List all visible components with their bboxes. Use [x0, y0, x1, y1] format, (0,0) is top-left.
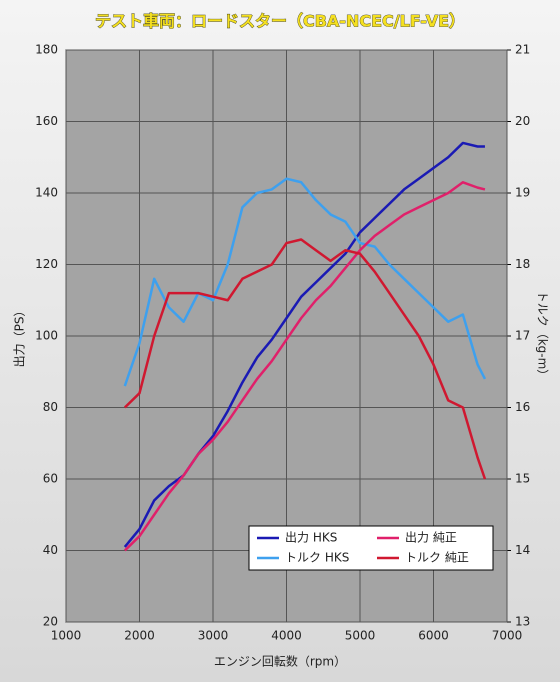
y2-tick-label: 13 — [515, 615, 530, 629]
y2-tick-label: 17 — [515, 329, 530, 343]
y-tick-label: 100 — [35, 329, 58, 343]
y2-tick-label: 19 — [515, 186, 530, 200]
x-tick-label: 6000 — [418, 629, 449, 643]
legend-label: トルク 純正 — [405, 551, 469, 565]
x-tick-label: 4000 — [271, 629, 302, 643]
y2-tick-label: 20 — [515, 114, 530, 128]
x-axis-label: エンジン回転数（rpm） — [214, 654, 346, 669]
y-axis-label: 出力（PS） — [13, 305, 27, 368]
y-tick-label: 120 — [35, 257, 58, 271]
legend-label: 出力 純正 — [405, 531, 457, 545]
y-tick-label: 180 — [35, 43, 58, 57]
legend-label: 出力 HKS — [285, 531, 337, 545]
x-tick-label: 2000 — [124, 629, 155, 643]
x-tick-label: 7000 — [492, 629, 523, 643]
y-tick-label: 140 — [35, 186, 58, 200]
y-tick-label: 160 — [35, 114, 58, 128]
y2-tick-label: 14 — [515, 543, 530, 557]
legend-label: トルク HKS — [285, 551, 349, 565]
x-tick-label: 5000 — [345, 629, 376, 643]
y2-tick-label: 21 — [515, 43, 530, 57]
series-line — [123, 177, 487, 387]
chart-title: テスト車両：ロードスター（CBA-NCEC/LF-VE） — [95, 12, 465, 31]
legend-box — [248, 525, 494, 571]
y-tick-label: 40 — [43, 543, 58, 557]
y2-tick-label: 18 — [515, 257, 530, 271]
y-tick-label: 80 — [43, 400, 58, 414]
series-line — [123, 181, 486, 552]
y2-axis-label: トルク（kg-m） — [536, 291, 550, 382]
x-tick-label: 1000 — [51, 629, 82, 643]
series-line — [123, 238, 487, 480]
y2-tick-label: 16 — [515, 400, 530, 414]
y-tick-label: 60 — [43, 472, 58, 486]
y2-tick-label: 15 — [515, 472, 530, 486]
x-tick-label: 3000 — [198, 629, 229, 643]
y-tick-label: 20 — [43, 615, 58, 629]
